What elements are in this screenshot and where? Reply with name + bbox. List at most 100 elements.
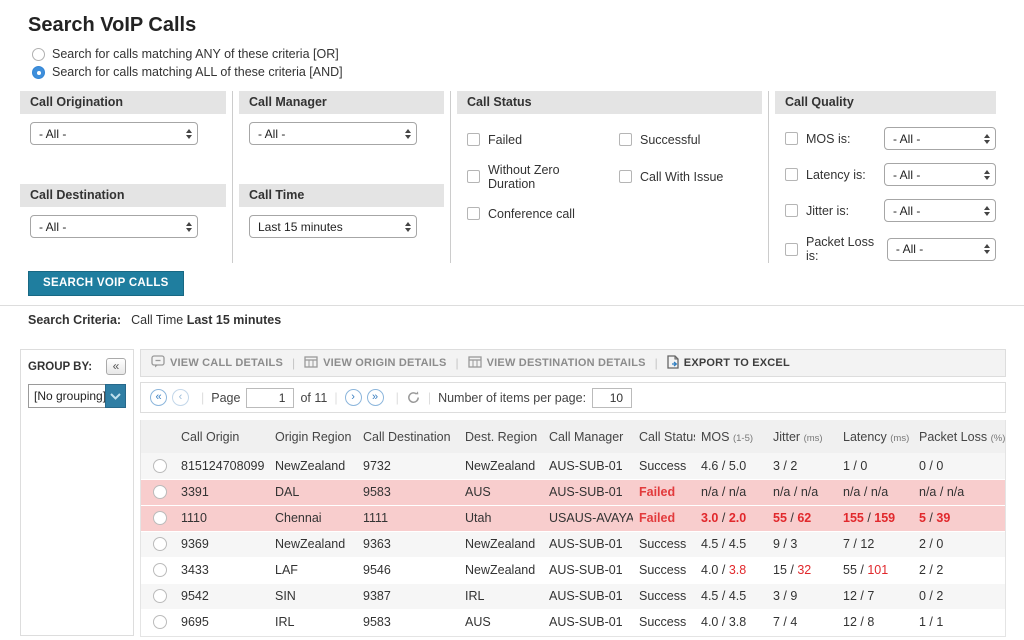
checkbox-without-zero-duration[interactable]: Without Zero Duration xyxy=(467,165,609,188)
origin-region-cell: LAF xyxy=(269,557,357,583)
checkbox-failed[interactable]: Failed xyxy=(467,128,609,151)
group-by-label: GROUP BY: xyxy=(28,361,92,373)
items-per-page-input[interactable] xyxy=(592,388,632,408)
radio-unselected-icon[interactable] xyxy=(32,48,45,61)
latency-checkbox-icon[interactable] xyxy=(785,168,798,181)
mode-option-any[interactable]: Search for calls matching ANY of these c… xyxy=(32,47,1024,61)
view-destination-details-button[interactable]: VIEW DESTINATION DETAILS xyxy=(468,356,646,371)
origin-region-cell: DAL xyxy=(269,479,357,505)
call-status-cell: Success xyxy=(633,609,695,635)
mos-cell: 4.6 / 5.0 xyxy=(695,453,767,479)
call-manager-cell: AUS-SUB-01 xyxy=(543,479,633,505)
toolbar-item-label: EXPORT TO EXCEL xyxy=(684,357,790,369)
chevron-down-icon[interactable] xyxy=(105,384,126,408)
checkbox-successful[interactable]: Successful xyxy=(619,128,761,151)
call-destination-select[interactable]: - All - xyxy=(30,215,198,238)
packet-loss-select[interactable]: - All - xyxy=(887,238,996,261)
row-radio[interactable] xyxy=(153,511,167,525)
pagination-separator: | xyxy=(334,391,337,405)
select-stepper-icon xyxy=(186,129,192,139)
grouping-value: [No grouping] xyxy=(28,384,105,408)
refresh-icon[interactable] xyxy=(406,390,421,405)
packet-loss-cell: 2 / 2 xyxy=(913,557,1005,583)
packet-loss-cell: 2 / 0 xyxy=(913,531,1005,557)
call-manager-select[interactable]: - All - xyxy=(249,122,417,145)
checkbox-label: Failed xyxy=(488,133,522,147)
column-header: Packet Loss (%) xyxy=(913,420,1005,453)
mode-option-all[interactable]: Search for calls matching ALL of these c… xyxy=(32,65,1024,79)
checkbox-call-with-issue[interactable]: Call With Issue xyxy=(619,165,761,188)
last-page-button[interactable]: » xyxy=(367,389,384,406)
call-destination-cell: 9583 xyxy=(357,609,459,635)
search-voip-calls-button[interactable]: SEARCH VOIP CALLS xyxy=(28,271,184,296)
packet-loss-checkbox-icon[interactable] xyxy=(785,243,798,256)
checkbox-icon[interactable] xyxy=(467,133,480,146)
dest-region-cell: Utah xyxy=(459,505,543,531)
row-radio[interactable] xyxy=(153,485,167,499)
table-row[interactable]: 9695IRL9583AUSAUS-SUB-01Success4.0 / 3.8… xyxy=(141,609,1005,635)
search-criteria-field: Call Time xyxy=(131,313,187,327)
view-call-details-button[interactable]: VIEW CALL DETAILS xyxy=(151,355,283,371)
filter-col-call-quality: Call Quality MOS is: - All - Latency is:… xyxy=(768,91,1002,263)
jitter-select[interactable]: - All - xyxy=(884,199,996,222)
toolbar-item-label: VIEW ORIGIN DETAILS xyxy=(323,357,446,369)
mos-select[interactable]: - All - xyxy=(884,127,996,150)
collapse-sidebar-button[interactable]: « xyxy=(106,358,126,375)
checkbox-conference-call[interactable]: Conference call xyxy=(467,202,609,225)
table-row[interactable]: 9369NewZealand9363NewZealandAUS-SUB-01Su… xyxy=(141,531,1005,557)
filter-col-manager-time: Call Manager - All - Call Time Last 15 m… xyxy=(232,91,450,263)
call-origin-cell: 9542 xyxy=(175,583,269,609)
jitter-cell: 15 / 32 xyxy=(767,557,837,583)
latency-label: Latency is: xyxy=(806,168,866,182)
call-origin-cell: 9695 xyxy=(175,609,269,635)
table-row[interactable]: 815124708099NewZealand9732NewZealandAUS-… xyxy=(141,453,1005,479)
page-count-label: of 11 xyxy=(300,391,327,405)
row-radio[interactable] xyxy=(153,459,167,473)
latency-cell: 12 / 8 xyxy=(837,609,913,635)
checkbox-icon[interactable] xyxy=(467,207,480,220)
quality-row-packet-loss: Packet Loss is: - All - xyxy=(785,235,996,263)
prev-page-button[interactable]: ‹ xyxy=(172,389,189,406)
row-radio[interactable] xyxy=(153,615,167,629)
row-radio[interactable] xyxy=(153,537,167,551)
jitter-label: Jitter is: xyxy=(806,204,849,218)
call-manager-cell: AUS-SUB-01 xyxy=(543,453,633,479)
mos-checkbox-icon[interactable] xyxy=(785,132,798,145)
table-row[interactable]: 3391DAL9583AUSAUS-SUB-01Failedn/a / n/an… xyxy=(141,479,1005,505)
row-radio[interactable] xyxy=(153,589,167,603)
chat-bubble-icon xyxy=(151,355,165,371)
call-time-header: Call Time xyxy=(239,184,444,207)
radio-selected-icon[interactable] xyxy=(32,66,45,79)
select-stepper-icon xyxy=(405,222,411,232)
table-row[interactable]: 3433LAF9546NewZealandAUS-SUB-01Success4.… xyxy=(141,557,1005,583)
filter-col-origination-destination: Call Origination - All - Call Destinatio… xyxy=(20,91,232,263)
checkbox-icon[interactable] xyxy=(619,170,632,183)
call-destination-value: - All - xyxy=(39,220,66,234)
jitter-checkbox-icon[interactable] xyxy=(785,204,798,217)
table-row[interactable]: 1110Chennai1111UtahUSAUS-AVAYAFailed3.0 … xyxy=(141,505,1005,531)
jitter-cell: 9 / 3 xyxy=(767,531,837,557)
next-page-button[interactable]: › xyxy=(345,389,362,406)
search-criteria-line: Search Criteria:Call Time Last 15 minute… xyxy=(0,306,1024,327)
checkbox-icon[interactable] xyxy=(467,170,480,183)
column-header: Origin Region xyxy=(269,420,357,453)
call-origination-select[interactable]: - All - xyxy=(30,122,198,145)
select-stepper-icon xyxy=(186,222,192,232)
row-radio[interactable] xyxy=(153,563,167,577)
call-status-cell: Failed xyxy=(633,505,695,531)
export-to-excel-button[interactable]: EXPORT TO EXCEL xyxy=(667,355,790,372)
checkbox-icon[interactable] xyxy=(619,133,632,146)
grouping-select[interactable]: [No grouping] xyxy=(28,384,126,408)
select-stepper-icon xyxy=(984,170,990,180)
latency-select[interactable]: - All - xyxy=(884,163,996,186)
checkbox-label: Without Zero Duration xyxy=(488,163,609,191)
view-origin-details-button[interactable]: VIEW ORIGIN DETAILS xyxy=(304,356,446,371)
table-body: 815124708099NewZealand9732NewZealandAUS-… xyxy=(141,453,1005,635)
search-criteria-label: Search Criteria: xyxy=(28,313,121,327)
first-page-button[interactable]: « xyxy=(150,389,167,406)
pagination-bar: « ‹ | Page of 11 | › » | | Number of ite… xyxy=(140,382,1006,413)
call-time-select[interactable]: Last 15 minutes xyxy=(249,215,417,238)
page-number-input[interactable] xyxy=(246,388,294,408)
call-manager-cell: AUS-SUB-01 xyxy=(543,583,633,609)
table-row[interactable]: 9542SIN9387IRLAUS-SUB-01Success4.5 / 4.5… xyxy=(141,583,1005,609)
